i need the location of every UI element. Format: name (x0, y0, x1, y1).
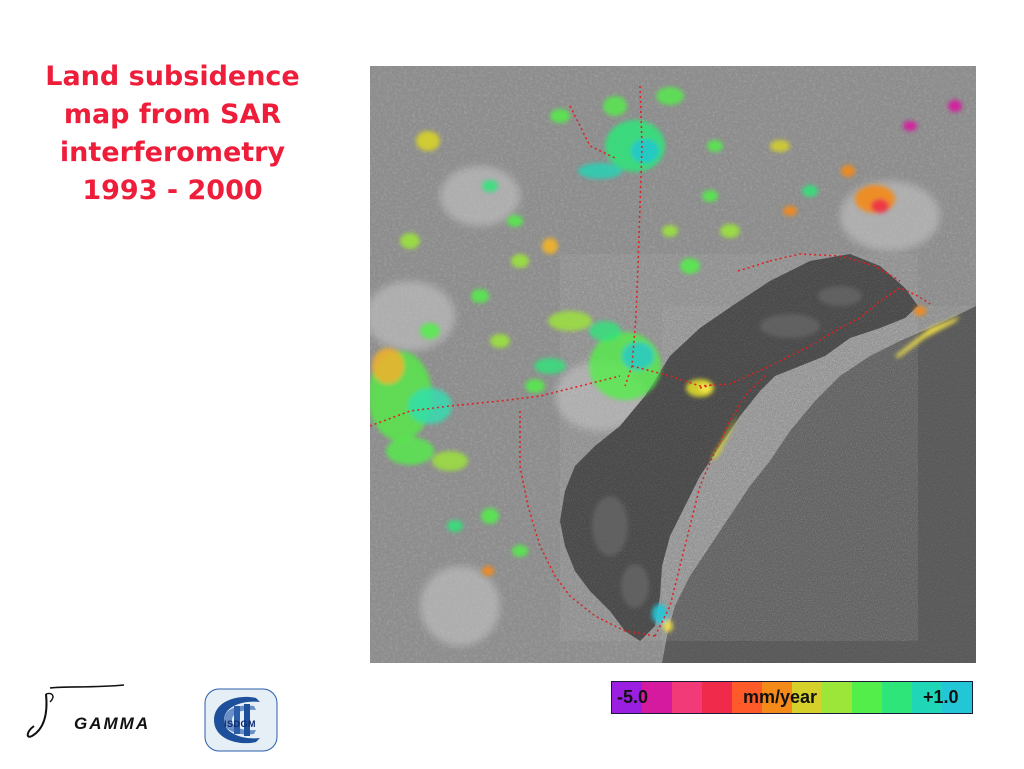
legend-color-segment (942, 682, 972, 713)
legend-color-segment (792, 682, 822, 713)
legend-min-label: -5.0 (617, 687, 649, 707)
color-scale-legend (611, 681, 973, 714)
legend-color-segment (882, 682, 912, 713)
legend-color-segment (612, 682, 642, 713)
isdgm-logo: ISDGM (204, 688, 278, 752)
subsidence-map (370, 66, 976, 663)
title-line-4: 1993 - 2000 (82, 175, 263, 206)
gamma-text: GAMMA (74, 714, 151, 733)
gamma-logo: GAMMA (24, 684, 174, 744)
cnr-isdgm-emblem-icon (204, 688, 278, 752)
legend-max-label: +1.0 (923, 687, 959, 707)
gamma-swoosh-icon (26, 684, 125, 738)
legend-color-segment (732, 682, 762, 713)
legend-color-segment (912, 682, 942, 713)
legend-color-segment (702, 682, 732, 713)
map-image (370, 66, 976, 663)
legend-color-segment (822, 682, 852, 713)
isdgm-text: ISDGM (224, 719, 257, 729)
title-line-3: interferometry (59, 137, 286, 168)
legend-color-segment (672, 682, 702, 713)
page-title: Land subsidence map from SAR interferome… (20, 58, 325, 210)
title-line-1: Land subsidence (45, 61, 300, 92)
legend-color-segment (852, 682, 882, 713)
title-line-2: map from SAR (63, 99, 282, 130)
legend-color-segment (642, 682, 672, 713)
legend-unit-label: mm/year (743, 687, 818, 707)
legend-color-segment (762, 682, 792, 713)
